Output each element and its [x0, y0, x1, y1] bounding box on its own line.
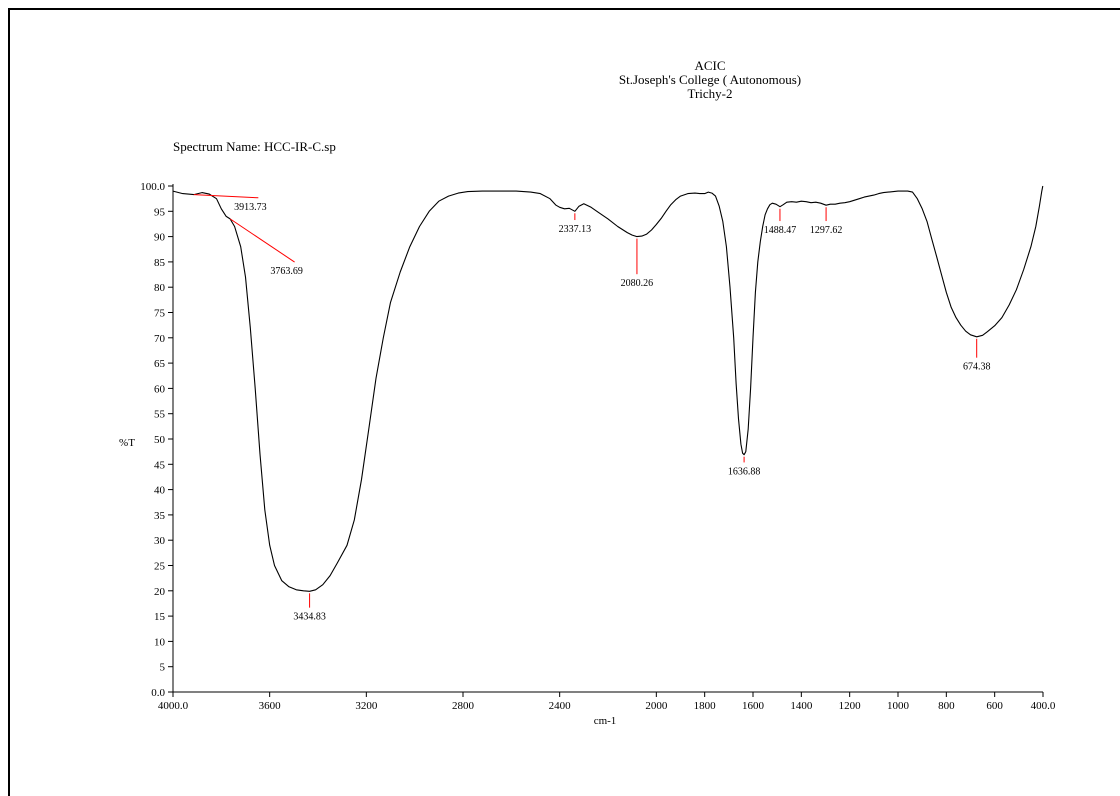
x-tick-label: 600: [986, 700, 1003, 712]
header-line-3: Trichy-2: [687, 86, 733, 101]
y-tick-label: 60: [154, 383, 166, 395]
x-axis-label: cm-1: [594, 715, 617, 727]
y-tick-label: 85: [154, 257, 166, 269]
y-axis-label: %T: [119, 437, 135, 449]
peak-marker: [193, 194, 259, 199]
y-tick-label: 55: [154, 409, 166, 421]
x-tick-label: 1000: [887, 700, 910, 712]
x-tick-label: 1200: [839, 700, 862, 712]
y-tick-label: 65: [154, 358, 166, 370]
peak-marker: [229, 218, 295, 263]
peak-label: 2337.13: [559, 224, 592, 235]
peak-label: 2080.26: [621, 278, 654, 289]
spectrum-trace: [172, 185, 1044, 592]
y-tick-label: 95: [154, 206, 166, 218]
y-tick-label: 40: [154, 485, 166, 497]
x-tick-label: 1600: [742, 700, 765, 712]
peak-label: 1636.88: [728, 466, 761, 477]
x-tick-label: 800: [938, 700, 955, 712]
x-tick-label: 2000: [645, 700, 668, 712]
x-tick-label: 3600: [259, 700, 282, 712]
y-tick-label: 90: [154, 232, 166, 244]
y-tick-label: 30: [154, 535, 166, 547]
x-tick-label: 1400: [790, 700, 813, 712]
spectrum-trace-layer: [172, 185, 1044, 592]
y-tick-label: 75: [154, 308, 166, 320]
y-tick-label: 5: [160, 662, 166, 674]
header-line-2: St.Joseph's College ( Autonomous): [618, 72, 802, 87]
y-tick-label: 15: [154, 611, 166, 623]
x-tick-label: 2800: [452, 700, 475, 712]
y-tick-label: 0.0: [151, 687, 165, 699]
peak-annotations: 3913.73 3763.69 3434.83 2337.13 2080.26 1636.…: [193, 194, 991, 623]
y-tick-label: 50: [154, 434, 166, 446]
peak-label: 1488.47: [764, 225, 797, 236]
peak-label: 674.38: [963, 362, 991, 373]
peak-label: 3763.69: [270, 266, 303, 277]
header-line-1: ACIC: [694, 58, 726, 73]
y-tick-label: 45: [154, 459, 166, 471]
y-tick-label: 70: [154, 333, 166, 345]
peak-label: 3913.73: [234, 202, 267, 213]
y-tick-label: 25: [154, 561, 166, 573]
report-frame: [8, 8, 1120, 796]
x-tick-label: 400.0: [1031, 700, 1056, 712]
spectrum-name: Spectrum Name: HCC-IR-C.sp: [173, 139, 336, 154]
x-tick-label: 2400: [549, 700, 572, 712]
x-tick-label: 1800: [694, 700, 717, 712]
peak-label: 1297.62: [810, 225, 843, 236]
y-tick-label: 35: [154, 510, 166, 522]
y-tick-label: 100.0: [140, 181, 165, 193]
peak-label: 3434.83: [293, 612, 326, 623]
y-tick-label: 10: [154, 636, 166, 648]
y-tick-label: 80: [154, 282, 166, 294]
y-tick-label: 20: [154, 586, 166, 598]
chart-ticks: 0.0 5 10 15 20 25 30 35 40 45 50 55 60 65 70 75 80 85 90 95…: [140, 181, 1056, 712]
x-tick-label: 4000.0: [158, 700, 189, 712]
x-tick-label: 3200: [355, 700, 378, 712]
